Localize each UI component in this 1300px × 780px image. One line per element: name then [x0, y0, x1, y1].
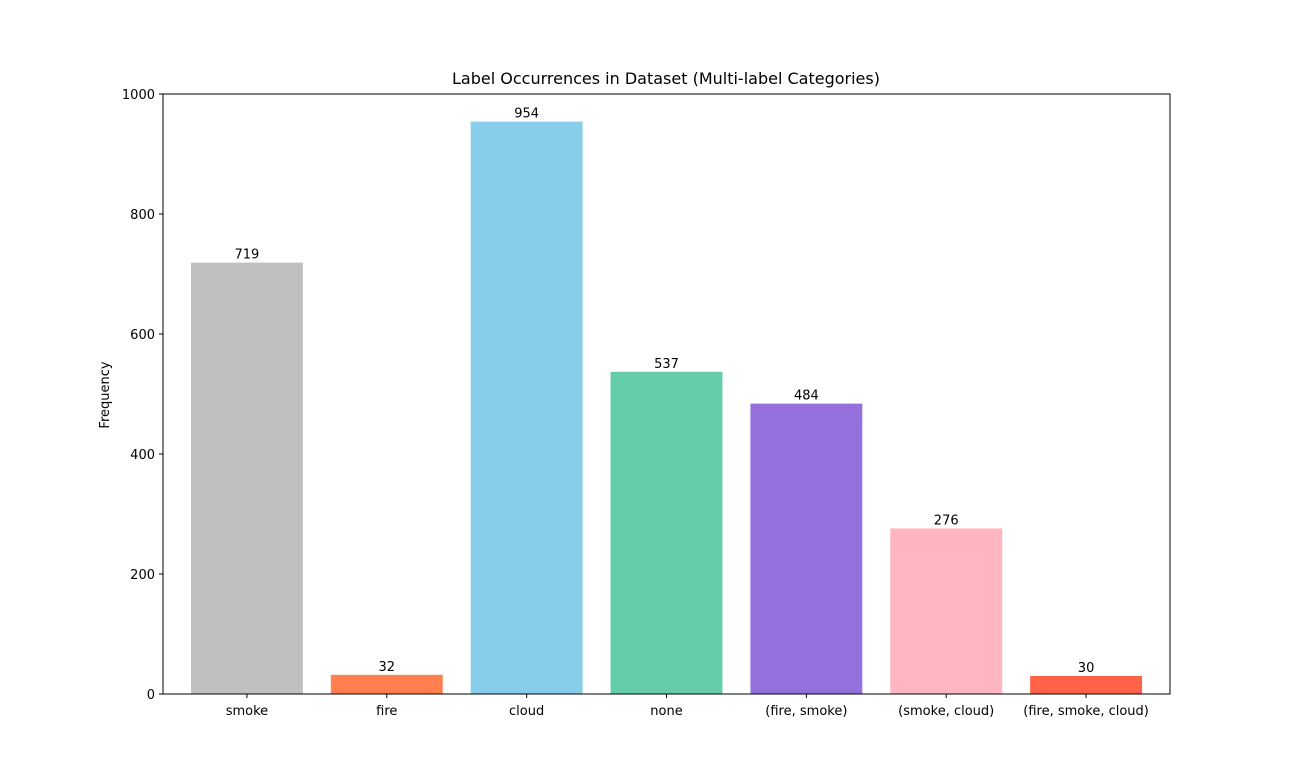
plot-frame — [162, 93, 1171, 695]
data-label-5: 276 — [934, 513, 959, 528]
x-tick-label-3: none — [650, 704, 682, 719]
bars-layer: 719 32 954 537 484 276 30 — [190, 107, 1143, 695]
x-tick-label-2: cloud — [509, 704, 544, 719]
y-tick-label-2: 400 — [130, 448, 155, 463]
x-tick-label-4: (fire, smoke) — [765, 704, 847, 719]
bar-1 — [330, 674, 443, 694]
bar-6 — [1030, 676, 1143, 694]
bar-5 — [890, 528, 1003, 694]
y-tick-label-3: 600 — [130, 328, 155, 343]
data-label-4: 484 — [794, 389, 819, 404]
y-tick-label-0: 0 — [147, 688, 155, 703]
chart-title: Label Occurrences in Dataset (Multi-labe… — [452, 69, 880, 88]
axes-layer: smoke fire cloud none (fire, smoke) (smoke, c… — [122, 88, 1171, 719]
y-tick-label-5: 1000 — [122, 88, 155, 103]
data-label-0: 719 — [235, 248, 260, 263]
x-tick-label-1: fire — [376, 704, 397, 719]
x-tick-label-5: (smoke, cloud) — [898, 704, 994, 719]
bar-2 — [470, 121, 583, 695]
x-tick-label-0: smoke — [226, 704, 268, 719]
data-label-1: 32 — [379, 660, 396, 675]
y-tick-label-1: 200 — [130, 568, 155, 583]
y-tick-label-4: 800 — [130, 208, 155, 223]
data-label-2: 954 — [514, 107, 539, 122]
bar-4 — [750, 403, 863, 694]
x-tick-label-6: (fire, smoke, cloud) — [1023, 704, 1149, 719]
data-label-3: 537 — [654, 357, 679, 372]
bar-0 — [190, 262, 303, 694]
data-label-6: 30 — [1078, 661, 1095, 676]
y-axis-label: Frequency — [98, 361, 113, 428]
bar-3 — [610, 371, 723, 694]
